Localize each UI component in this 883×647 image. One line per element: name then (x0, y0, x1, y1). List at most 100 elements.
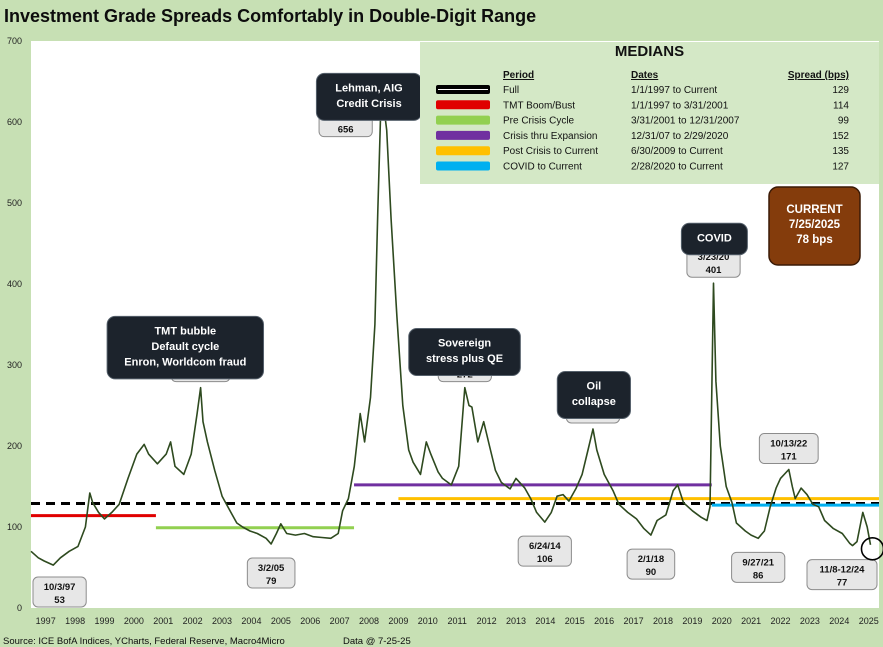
value-label-box (806, 559, 878, 591)
source-note: Source: ICE BofA Indices, YCharts, Feder… (3, 636, 285, 647)
event-annotation: Sovereign stress plus QE (408, 328, 521, 377)
current-box-text: 78 bps (796, 234, 832, 246)
x-tick-label: 2024 (829, 616, 849, 626)
medians-spread: 152 (832, 131, 849, 142)
value-label-value: 86 (753, 570, 764, 581)
y-tick-label: 0 (17, 603, 22, 613)
x-tick-label: 2004 (241, 616, 261, 626)
medians-swatch (436, 100, 490, 110)
value-label-date: 11/8-12/24 (820, 565, 866, 576)
x-tick-label: 2023 (800, 616, 820, 626)
y-tick-label: 400 (7, 279, 22, 289)
spread-series-line (30, 75, 872, 566)
value-label-box (731, 551, 786, 583)
medians-spread: 135 (832, 146, 849, 157)
event-annotation-box (680, 222, 748, 256)
event-annotation-text: COVID (697, 232, 732, 244)
value-label-value: 401 (706, 265, 723, 276)
chart-title: Investment Grade Spreads Comfortably in … (4, 6, 537, 26)
event-annotation-box (556, 370, 631, 419)
value-label: 10/3/97 53 (32, 576, 87, 608)
medians-period: Post Crisis to Current (503, 146, 598, 157)
medians-header: Period (503, 70, 534, 81)
medians-header: Spread (bps) (788, 70, 849, 81)
value-label-date: 6/24/14 (529, 541, 561, 552)
medians-period: TMT Boom/Bust (503, 100, 575, 111)
value-label: 10/13/22 171 (758, 432, 819, 464)
medians-dates: 3/31/2001 to 12/31/2007 (631, 116, 740, 127)
medians-dates: 2/28/2020 to Current (631, 162, 723, 173)
event-annotation-box (408, 328, 521, 377)
value-label-value: 79 (266, 576, 277, 587)
event-annotation-text: Default cycle (151, 341, 219, 353)
medians-table-bg (420, 42, 879, 184)
event-annotation-text: collapse (572, 396, 616, 408)
medians-dates: 12/31/07 to 2/29/2020 (631, 131, 729, 142)
medians-swatch (436, 130, 490, 140)
current-box-text: CURRENT (786, 204, 842, 216)
x-tick-label: 2018 (653, 616, 673, 626)
medians-spread: 99 (838, 116, 850, 127)
event-annotation: Oil collapse (556, 370, 631, 419)
current-box-text: 7/25/2025 (789, 219, 841, 231)
value-label-box (626, 548, 676, 580)
value-label-date: 10/13/22 (770, 438, 807, 449)
value-label-box (246, 557, 296, 589)
event-annotation-text: Enron, Worldcom fraud (124, 356, 246, 368)
medians-swatch (436, 146, 490, 156)
x-tick-label: 2008 (359, 616, 379, 626)
event-annotation: Lehman, AIG Credit Crisis (315, 72, 423, 121)
medians-period: Full (503, 85, 519, 96)
x-tick-label: 2025 (859, 616, 879, 626)
event-annotation-text: TMT bubble (154, 325, 216, 337)
value-label: 9/27/21 86 (731, 551, 786, 583)
x-tick-label: 2002 (183, 616, 203, 626)
y-tick-label: 200 (7, 441, 22, 451)
x-tick-label: 2006 (300, 616, 320, 626)
value-label-value: 90 (646, 567, 657, 578)
value-label-value: 53 (54, 595, 65, 606)
medians-spread: 129 (832, 85, 849, 96)
value-label-date: 10/3/97 (44, 582, 76, 593)
x-tick-label: 2010 (418, 616, 438, 626)
x-tick-label: 2007 (330, 616, 350, 626)
value-label: 11/8-12/24 77 (806, 559, 878, 591)
event-annotation-text: Oil (587, 380, 602, 392)
value-label: 2/1/18 90 (626, 548, 676, 580)
value-label-date: 3/23/20 (698, 252, 730, 263)
value-label-box (758, 432, 819, 464)
value-label: 3/2/05 79 (246, 557, 296, 589)
y-tick-label: 600 (7, 117, 22, 127)
medians-period: COVID to Current (503, 162, 582, 173)
event-annotation-box (106, 315, 265, 380)
event-annotation-text: Lehman, AIG (335, 82, 402, 94)
current-box: CURRENT 7/25/2025 78 bps (768, 186, 861, 266)
value-label-value: 656 (338, 125, 354, 136)
y-tick-label: 700 (7, 36, 22, 46)
medians-header: Dates (631, 70, 659, 81)
x-tick-label: 1999 (94, 616, 114, 626)
x-tick-label: 2003 (212, 616, 232, 626)
event-annotation-box (315, 72, 423, 121)
x-tick-label: 2011 (448, 616, 467, 626)
y-tick-label: 100 (7, 522, 22, 532)
value-label: 6/24/14 106 (517, 535, 572, 567)
x-tick-label: 2017 (624, 616, 644, 626)
medians-spread: 127 (832, 162, 849, 173)
x-tick-label: 1997 (36, 616, 56, 626)
medians-swatch (436, 115, 490, 125)
y-tick-label: 500 (7, 198, 22, 208)
x-tick-label: 2000 (124, 616, 144, 626)
x-tick-label: 2020 (712, 616, 732, 626)
medians-dates: 1/1/1997 to 3/31/2001 (631, 100, 729, 111)
value-label-date: 2/1/18 (638, 554, 664, 565)
value-label-value: 77 (837, 578, 848, 589)
value-label-box (517, 535, 572, 567)
x-tick-label: 2012 (477, 616, 497, 626)
current-box-bg (768, 186, 861, 266)
x-tick-label: 2015 (565, 616, 585, 626)
x-tick-label: 2019 (682, 616, 702, 626)
data-date-note: Data @ 7-25-25 (343, 636, 411, 647)
